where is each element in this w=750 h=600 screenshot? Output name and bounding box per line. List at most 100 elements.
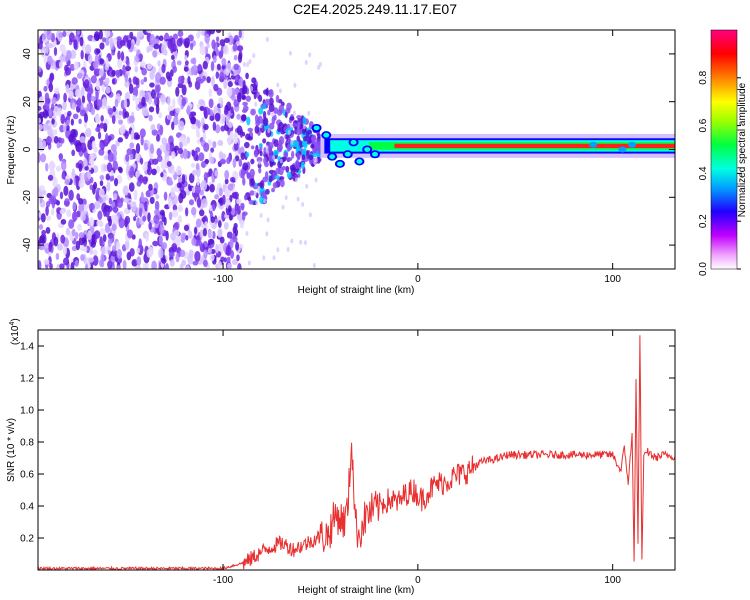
noise-blob [156, 155, 163, 162]
noise-blob [151, 260, 157, 269]
signal-blob-core [344, 151, 351, 157]
noise-blob [153, 43, 160, 50]
noise-blob [160, 172, 164, 178]
noise-blob [177, 75, 184, 85]
faint-blob [267, 128, 271, 134]
noise-blob [177, 96, 183, 104]
noise-blob [192, 260, 199, 266]
noise-blob [157, 60, 161, 67]
noise-blob [123, 98, 128, 109]
scatter-blob [263, 146, 267, 156]
noise-blob [227, 81, 233, 88]
noise-blob [99, 174, 105, 181]
noise-blob [149, 69, 155, 80]
noise-blob [124, 72, 129, 83]
faint-blob [255, 200, 259, 206]
scatter-blob [245, 151, 250, 158]
noise-blob [111, 69, 116, 77]
noise-blob [234, 75, 239, 83]
x-tick-label: -100 [213, 575, 233, 586]
noise-blob [71, 149, 76, 157]
scatter-blob [289, 164, 296, 171]
noise-blob [148, 106, 155, 113]
noise-blob [41, 34, 47, 40]
noise-blob [83, 158, 88, 167]
noise-blob [224, 178, 229, 185]
spectrogram-chart: -100 0 100 -40 -20 0 20 40 Height of straight l… [6, 29, 748, 296]
noise-blob [173, 145, 179, 151]
noise-blob [177, 147, 184, 155]
noise-blob [221, 210, 226, 222]
noise-blob [71, 168, 76, 178]
noise-blob [58, 61, 63, 69]
noise-blob [135, 35, 141, 47]
noise-blob [217, 261, 222, 269]
noise-blob [84, 165, 89, 171]
noise-blob [102, 196, 107, 203]
noise-blob [63, 185, 69, 197]
noise-blob [138, 53, 144, 60]
noise-blob [152, 158, 159, 165]
noise-blob [214, 194, 220, 200]
noise-blob [198, 209, 205, 217]
noise-blob [153, 38, 160, 45]
noise-blob [122, 185, 129, 196]
noise-blob [113, 205, 118, 214]
noise-blob [172, 204, 178, 211]
scatter-blob [271, 161, 276, 166]
noise-blob [48, 160, 56, 172]
noise-blob [105, 86, 111, 94]
noise-blob [176, 37, 183, 47]
noise-blob [223, 37, 230, 44]
noise-blob [219, 39, 226, 47]
noise-blob [185, 189, 191, 196]
noise-blob [101, 84, 105, 92]
scatter-blob [301, 139, 308, 147]
noise-blob [159, 94, 166, 103]
colorbar-tick-label: 0.8 [698, 70, 709, 84]
noise-blob [177, 204, 184, 212]
noise-blob [83, 246, 88, 253]
scatter-blob [273, 139, 279, 148]
noise-blob [64, 179, 70, 186]
noise-blob [109, 38, 113, 49]
noise-blob [143, 76, 148, 83]
faint-blob [250, 85, 254, 91]
noise-blob [70, 262, 75, 269]
noise-blob [209, 183, 215, 193]
faint-blob [246, 62, 250, 68]
faint-blob [248, 59, 252, 65]
noise-blob [63, 198, 70, 207]
faint-blob [258, 160, 262, 166]
noise-blob [204, 33, 210, 44]
faint-blob [271, 111, 275, 117]
noise-blob [111, 115, 116, 125]
noise-blob [116, 36, 122, 42]
faint-blob [265, 149, 269, 155]
scatter-blob [276, 109, 283, 116]
noise-blob [226, 86, 233, 98]
noise-blob [204, 158, 210, 165]
noise-blob [190, 162, 196, 168]
noise-blob [143, 142, 148, 151]
noise-blob [124, 215, 131, 225]
noise-blob [142, 215, 147, 222]
noise-blob [237, 92, 242, 103]
noise-blob [142, 164, 148, 172]
noise-blob [93, 31, 100, 42]
noise-blob [159, 144, 166, 152]
noise-blob [75, 175, 79, 187]
noise-blob [168, 211, 173, 221]
signal-blob-core [350, 139, 357, 145]
noise-blob [112, 245, 117, 252]
faint-blob [284, 195, 288, 201]
noise-blob [38, 66, 42, 73]
noise-blob [87, 257, 95, 263]
faint-blob [265, 231, 269, 237]
noise-blob [55, 252, 60, 261]
y-tick-label: 0.8 [20, 438, 34, 449]
noise-blob [190, 116, 196, 125]
noise-blob [161, 241, 168, 250]
noise-blob [203, 142, 210, 153]
noise-blob [105, 173, 111, 181]
